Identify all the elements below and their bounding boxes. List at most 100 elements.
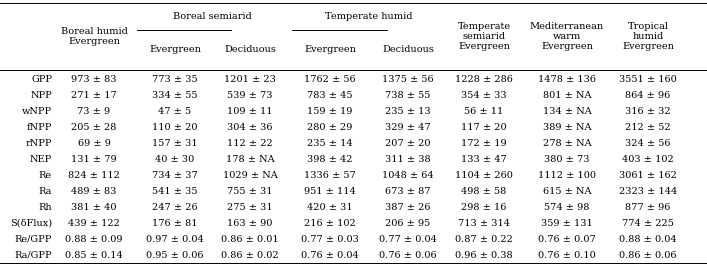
Text: 1762 ± 56: 1762 ± 56 <box>304 74 356 84</box>
Text: wNPP: wNPP <box>22 107 52 116</box>
Text: 1048 ± 64: 1048 ± 64 <box>382 171 434 179</box>
Text: 109 ± 11: 109 ± 11 <box>227 107 273 116</box>
Text: 235 ± 14: 235 ± 14 <box>307 139 353 147</box>
Text: Boreal semiarid: Boreal semiarid <box>173 12 252 21</box>
Text: Temperate humid: Temperate humid <box>325 12 413 21</box>
Text: 0.76 ± 0.04: 0.76 ± 0.04 <box>301 250 359 260</box>
Text: 380 ± 73: 380 ± 73 <box>544 155 590 163</box>
Text: 0.86 ± 0.01: 0.86 ± 0.01 <box>221 234 279 244</box>
Text: Temperate
semiarid
Evergreen: Temperate semiarid Evergreen <box>457 22 510 52</box>
Text: 541 ± 35: 541 ± 35 <box>152 187 198 195</box>
Text: 159 ± 19: 159 ± 19 <box>308 107 353 116</box>
Text: 539 ± 73: 539 ± 73 <box>227 91 273 100</box>
Text: Deciduous: Deciduous <box>224 45 276 54</box>
Text: 178 ± NA: 178 ± NA <box>226 155 274 163</box>
Text: 334 ± 55: 334 ± 55 <box>152 91 198 100</box>
Text: Boreal humid
Evergreen: Boreal humid Evergreen <box>61 27 127 46</box>
Text: Ra: Ra <box>39 187 52 195</box>
Text: 801 ± NA: 801 ± NA <box>543 91 591 100</box>
Text: 1112 ± 100: 1112 ± 100 <box>538 171 596 179</box>
Text: 0.77 ± 0.04: 0.77 ± 0.04 <box>379 234 437 244</box>
Text: 206 ± 95: 206 ± 95 <box>385 218 431 227</box>
Text: 359 ± 131: 359 ± 131 <box>541 218 593 227</box>
Text: 112 ± 22: 112 ± 22 <box>227 139 273 147</box>
Text: 0.76 ± 0.10: 0.76 ± 0.10 <box>538 250 596 260</box>
Text: 1201 ± 23: 1201 ± 23 <box>224 74 276 84</box>
Text: 574 ± 98: 574 ± 98 <box>544 202 590 211</box>
Text: 973 ± 83: 973 ± 83 <box>71 74 117 84</box>
Text: 387 ± 26: 387 ± 26 <box>385 202 431 211</box>
Text: 354 ± 33: 354 ± 33 <box>461 91 507 100</box>
Text: 0.85 ± 0.14: 0.85 ± 0.14 <box>65 250 123 260</box>
Text: 216 ± 102: 216 ± 102 <box>304 218 356 227</box>
Text: 304 ± 36: 304 ± 36 <box>227 123 273 132</box>
Text: 40 ± 30: 40 ± 30 <box>156 155 194 163</box>
Text: 176 ± 81: 176 ± 81 <box>152 218 198 227</box>
Text: 278 ± NA: 278 ± NA <box>543 139 591 147</box>
Text: 755 ± 31: 755 ± 31 <box>227 187 273 195</box>
Text: S(δFlux): S(δFlux) <box>10 218 52 227</box>
Text: 489 ± 83: 489 ± 83 <box>71 187 117 195</box>
Text: 738 ± 55: 738 ± 55 <box>385 91 431 100</box>
Text: 275 ± 31: 275 ± 31 <box>227 202 273 211</box>
Text: Rh: Rh <box>38 202 52 211</box>
Text: 1104 ± 260: 1104 ± 260 <box>455 171 513 179</box>
Text: Deciduous: Deciduous <box>382 45 434 54</box>
Text: fNPP: fNPP <box>27 123 52 132</box>
Text: 172 ± 19: 172 ± 19 <box>461 139 507 147</box>
Text: 134 ± NA: 134 ± NA <box>543 107 591 116</box>
Text: 381 ± 40: 381 ± 40 <box>71 202 117 211</box>
Text: 316 ± 32: 316 ± 32 <box>625 107 671 116</box>
Text: rNPP: rNPP <box>25 139 52 147</box>
Text: 329 ± 47: 329 ± 47 <box>385 123 431 132</box>
Text: 734 ± 37: 734 ± 37 <box>152 171 198 179</box>
Text: 133 ± 47: 133 ± 47 <box>461 155 507 163</box>
Text: 0.88 ± 0.09: 0.88 ± 0.09 <box>65 234 123 244</box>
Text: 1228 ± 286: 1228 ± 286 <box>455 74 513 84</box>
Text: 615 ± NA: 615 ± NA <box>543 187 591 195</box>
Text: Evergreen: Evergreen <box>304 45 356 54</box>
Text: Ra/GPP: Ra/GPP <box>14 250 52 260</box>
Text: GPP: GPP <box>31 74 52 84</box>
Text: 157 ± 31: 157 ± 31 <box>152 139 198 147</box>
Text: 280 ± 29: 280 ± 29 <box>308 123 353 132</box>
Text: 163 ± 90: 163 ± 90 <box>228 218 273 227</box>
Text: 0.96 ± 0.38: 0.96 ± 0.38 <box>455 250 513 260</box>
Text: Evergreen: Evergreen <box>149 45 201 54</box>
Text: 56 ± 11: 56 ± 11 <box>464 107 503 116</box>
Text: 247 ± 26: 247 ± 26 <box>152 202 198 211</box>
Text: 1375 ± 56: 1375 ± 56 <box>382 74 434 84</box>
Text: 0.86 ± 0.06: 0.86 ± 0.06 <box>619 250 677 260</box>
Text: 1478 ± 136: 1478 ± 136 <box>538 74 596 84</box>
Text: 3551 ± 160: 3551 ± 160 <box>619 74 677 84</box>
Text: 0.76 ± 0.06: 0.76 ± 0.06 <box>379 250 437 260</box>
Text: 398 ± 42: 398 ± 42 <box>308 155 353 163</box>
Text: 2323 ± 144: 2323 ± 144 <box>619 187 677 195</box>
Text: Mediterranean
warm
Evergreen: Mediterranean warm Evergreen <box>530 22 604 52</box>
Text: 324 ± 56: 324 ± 56 <box>625 139 671 147</box>
Text: 774 ± 225: 774 ± 225 <box>622 218 674 227</box>
Text: 439 ± 122: 439 ± 122 <box>68 218 120 227</box>
Text: 0.86 ± 0.02: 0.86 ± 0.02 <box>221 250 279 260</box>
Text: 0.77 ± 0.03: 0.77 ± 0.03 <box>301 234 359 244</box>
Text: 864 ± 96: 864 ± 96 <box>626 91 671 100</box>
Text: Re: Re <box>39 171 52 179</box>
Text: 47 ± 5: 47 ± 5 <box>158 107 192 116</box>
Text: 713 ± 314: 713 ± 314 <box>458 218 510 227</box>
Text: 69 ± 9: 69 ± 9 <box>78 139 110 147</box>
Text: NPP: NPP <box>30 91 52 100</box>
Text: 73 ± 9: 73 ± 9 <box>78 107 110 116</box>
Text: 311 ± 38: 311 ± 38 <box>385 155 431 163</box>
Text: 877 ± 96: 877 ± 96 <box>625 202 671 211</box>
Text: 951 ± 114: 951 ± 114 <box>304 187 356 195</box>
Text: 0.87 ± 0.22: 0.87 ± 0.22 <box>455 234 513 244</box>
Text: NEP: NEP <box>30 155 52 163</box>
Text: 1336 ± 57: 1336 ± 57 <box>304 171 356 179</box>
Text: 205 ± 28: 205 ± 28 <box>71 123 117 132</box>
Text: 673 ± 87: 673 ± 87 <box>385 187 431 195</box>
Text: 235 ± 13: 235 ± 13 <box>385 107 431 116</box>
Text: 389 ± NA: 389 ± NA <box>543 123 591 132</box>
Text: 3061 ± 162: 3061 ± 162 <box>619 171 677 179</box>
Text: 298 ± 16: 298 ± 16 <box>461 202 507 211</box>
Text: 110 ± 20: 110 ± 20 <box>152 123 198 132</box>
